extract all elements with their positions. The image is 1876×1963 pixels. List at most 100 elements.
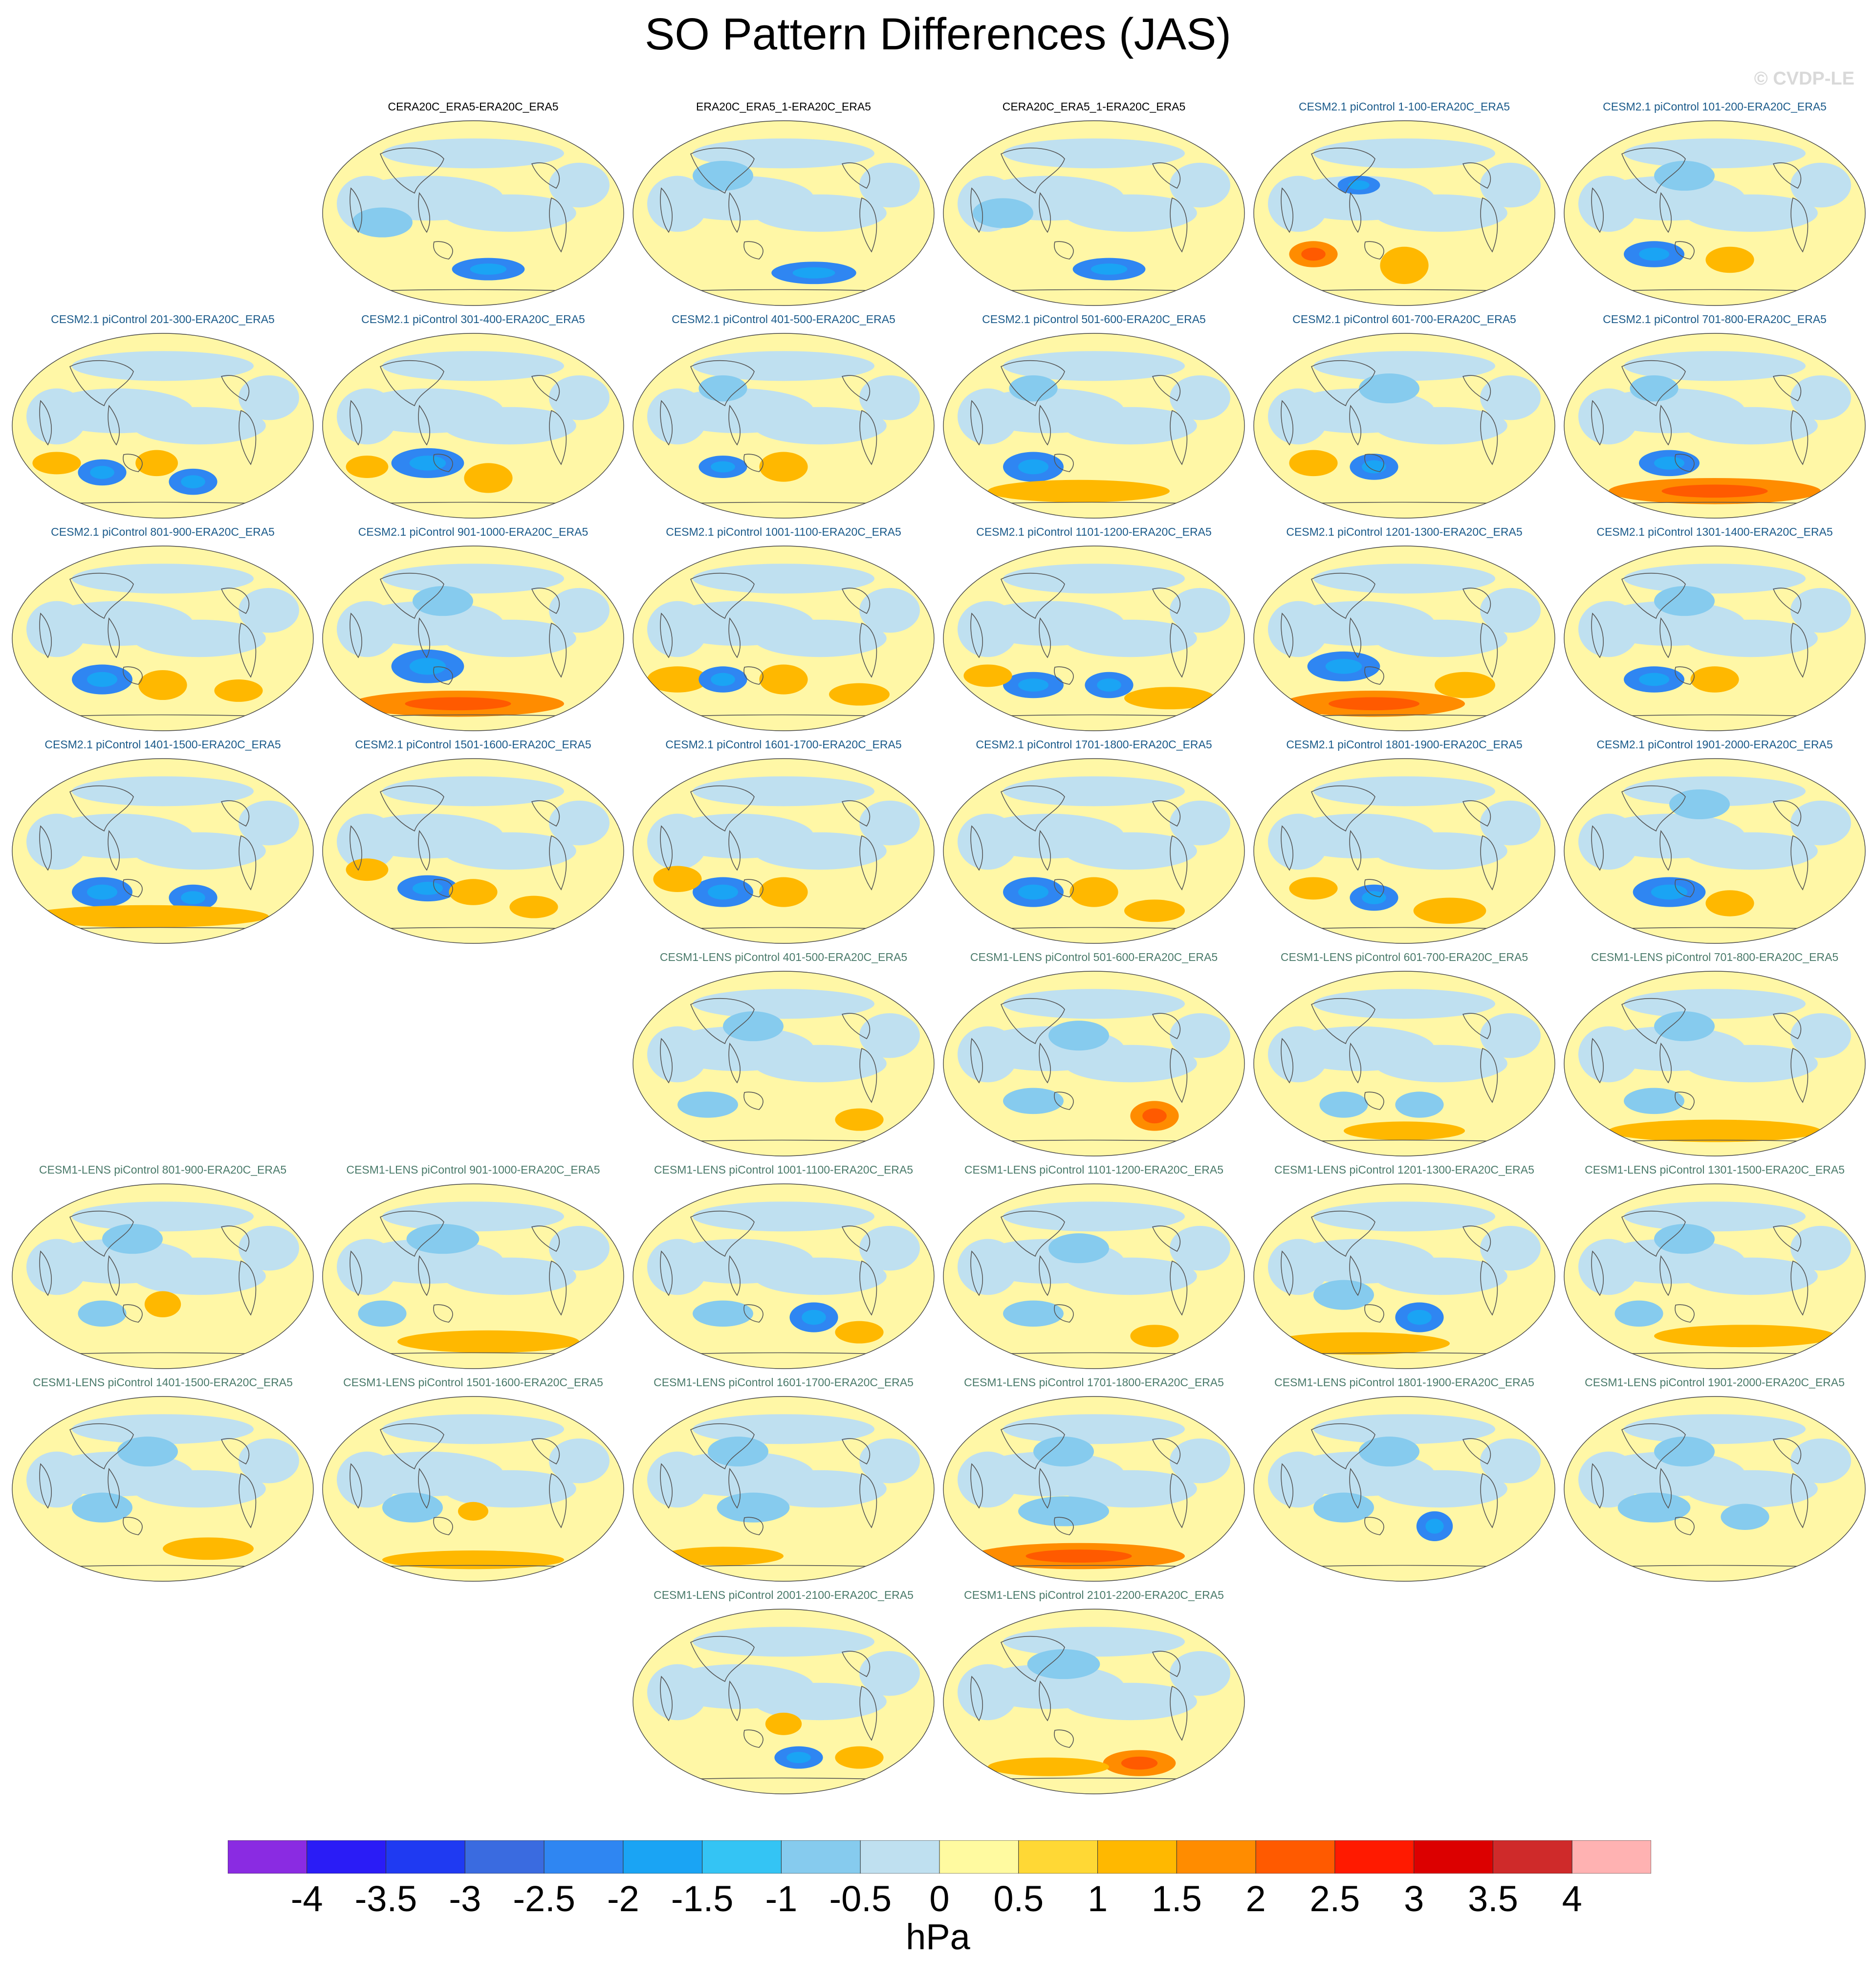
map-panel: CESM1-LENS piControl 501-600-ERA20C_ERA5 — [938, 951, 1249, 1161]
robinson-map — [322, 1396, 624, 1582]
map-panel: CESM2.1 piControl 1701-1800-ERA20C_ERA5 — [938, 738, 1249, 948]
panel-title: CESM2.1 piControl 201-300-ERA20C_ERA5 — [51, 313, 275, 326]
robinson-map — [633, 971, 935, 1156]
panel-title: CESM2.1 piControl 101-200-ERA20C_ERA5 — [1603, 100, 1827, 113]
robinson-map — [1564, 545, 1866, 731]
map-panel: CESM1-LENS piControl 1801-1900-ERA20C_ER… — [1249, 1376, 1560, 1586]
map-panel: CESM2.1 piControl 401-500-ERA20C_ERA5 — [628, 313, 939, 523]
robinson-map — [1564, 1183, 1866, 1369]
map-panel: CESM2.1 piControl 801-900-ERA20C_ERA5 — [7, 525, 318, 736]
colorbar-unit: hPa — [906, 1917, 970, 1957]
robinson-map — [322, 758, 624, 944]
robinson-map — [633, 1609, 935, 1794]
robinson-map — [943, 971, 1245, 1156]
panel-title: CESM1-LENS piControl 501-600-ERA20C_ERA5 — [970, 951, 1218, 963]
robinson-map — [322, 545, 624, 731]
colorbar-swatch — [544, 1840, 624, 1874]
colorbar-swatch — [1334, 1840, 1415, 1874]
panel-title: CESM1-LENS piControl 1001-1100-ERA20C_ER… — [654, 1163, 914, 1176]
colorbar-swatch — [386, 1840, 465, 1874]
map-panel: CESM2.1 piControl 101-200-ERA20C_ERA5 — [1559, 100, 1870, 310]
map-panel: CESM2.1 piControl 201-300-ERA20C_ERA5 — [7, 313, 318, 523]
panel-title: CESM1-LENS piControl 1901-2000-ERA20C_ER… — [1585, 1376, 1845, 1389]
colorbar-tick-label: 1 — [1087, 1878, 1108, 1919]
robinson-map — [322, 1183, 624, 1369]
robinson-map — [12, 545, 314, 731]
colorbar-tick-label: 0 — [929, 1878, 950, 1919]
map-panel: CESM2.1 piControl 1601-1700-ERA20C_ERA5 — [628, 738, 939, 948]
map-panel: CESM1-LENS piControl 1101-1200-ERA20C_ER… — [938, 1163, 1249, 1374]
watermark: © CVDP-LE — [1754, 68, 1854, 89]
colorbar-tick-label: -1 — [765, 1878, 798, 1919]
colorbar-tick-label: -1.5 — [671, 1878, 734, 1919]
panel-title: CERA20C_ERA5_1-ERA20C_ERA5 — [1002, 100, 1186, 113]
panel-title: CESM2.1 piControl 801-900-ERA20C_ERA5 — [51, 525, 275, 538]
panel-title: CESM1-LENS piControl 1601-1700-ERA20C_ER… — [654, 1376, 914, 1389]
map-panel: CESM2.1 piControl 1201-1300-ERA20C_ERA5 — [1249, 525, 1560, 736]
panel-title: CESM1-LENS piControl 1201-1300-ERA20C_ER… — [1274, 1163, 1534, 1176]
robinson-map — [633, 758, 935, 944]
panel-title: CESM1-LENS piControl 1301-1500-ERA20C_ER… — [1585, 1163, 1845, 1176]
robinson-map — [943, 120, 1245, 306]
colorbar-swatch — [228, 1840, 307, 1874]
panel-title: CESM1-LENS piControl 1401-1500-ERA20C_ER… — [33, 1376, 293, 1389]
panel-title: CESM2.1 piControl 1101-1200-ERA20C_ERA5 — [976, 525, 1212, 538]
robinson-map — [943, 758, 1245, 944]
panel-title: CESM2.1 piControl 901-1000-ERA20C_ERA5 — [358, 525, 589, 538]
robinson-map — [633, 1183, 935, 1369]
map-panel: CESM2.1 piControl 1001-1100-ERA20C_ERA5 — [628, 525, 939, 736]
panel-title: CESM2.1 piControl 601-700-ERA20C_ERA5 — [1292, 313, 1516, 326]
panel-title: CERA20C_ERA5-ERA20C_ERA5 — [388, 100, 559, 113]
robinson-map — [943, 545, 1245, 731]
colorbar-swatch — [1176, 1840, 1256, 1874]
colorbar-ticks: -4 -3.5 -3 -2.5 -2 -1.5 -1 -0.5 0 0.5 1 1.5 2 2.5 3 3.5… — [228, 1878, 1651, 1922]
map-panel: CERA20C_ERA5-ERA20C_ERA5 — [318, 100, 629, 310]
colorbar-tick-label: -3 — [449, 1878, 481, 1919]
robinson-map — [322, 120, 624, 306]
panel-title: CESM2.1 piControl 701-800-ERA20C_ERA5 — [1603, 313, 1827, 326]
robinson-map — [633, 1396, 935, 1582]
map-panel: CESM1-LENS piControl 801-900-ERA20C_ERA5 — [7, 1163, 318, 1374]
panel-title: CESM1-LENS piControl 1501-1600-ERA20C_ER… — [343, 1376, 603, 1389]
panel-title: CESM2.1 piControl 1601-1700-ERA20C_ERA5 — [665, 738, 902, 751]
panel-title: CESM2.1 piControl 501-600-ERA20C_ERA5 — [982, 313, 1206, 326]
panel-title: CESM1-LENS piControl 2001-2100-ERA20C_ER… — [654, 1589, 914, 1601]
panel-title: CESM1-LENS piControl 901-1000-ERA20C_ERA… — [346, 1163, 600, 1176]
colorbar-tick-label: 3 — [1404, 1878, 1424, 1919]
map-panel: CESM2.1 piControl 1401-1500-ERA20C_ERA5 — [7, 738, 318, 948]
colorbar-tick-label: -3.5 — [354, 1878, 417, 1919]
map-panel: CESM1-LENS piControl 401-500-ERA20C_ERA5 — [628, 951, 939, 1161]
map-panel: CESM1-LENS piControl 1701-1800-ERA20C_ER… — [938, 1376, 1249, 1586]
colorbar-tick-label: -2.5 — [513, 1878, 575, 1919]
map-panel: CESM1-LENS piControl 1001-1100-ERA20C_ER… — [628, 1163, 939, 1374]
map-panel: CESM2.1 piControl 1501-1600-ERA20C_ERA5 — [318, 738, 629, 948]
colorbar-tick-label: -0.5 — [829, 1878, 892, 1919]
map-panel: CESM2.1 piControl 1801-1900-ERA20C_ERA5 — [1249, 738, 1560, 948]
robinson-map — [1564, 971, 1866, 1156]
map-panel: CESM1-LENS piControl 1201-1300-ERA20C_ER… — [1249, 1163, 1560, 1374]
map-panel: CESM2.1 piControl 501-600-ERA20C_ERA5 — [938, 313, 1249, 523]
colorbar-tick-label: 2.5 — [1309, 1878, 1360, 1919]
robinson-map — [12, 333, 314, 519]
map-panel: CESM2.1 piControl 701-800-ERA20C_ERA5 — [1559, 313, 1870, 523]
colorbar-swatch — [781, 1840, 861, 1874]
map-panel: CESM1-LENS piControl 601-700-ERA20C_ERA5 — [1249, 951, 1560, 1161]
robinson-map — [633, 120, 935, 306]
robinson-map — [12, 1183, 314, 1369]
map-panel: CESM1-LENS piControl 1601-1700-ERA20C_ER… — [628, 1376, 939, 1586]
map-panel: CESM1-LENS piControl 1401-1500-ERA20C_ER… — [7, 1376, 318, 1586]
colorbar-swatch — [1018, 1840, 1098, 1874]
colorbar-swatch — [939, 1840, 1019, 1874]
map-panel: CESM1-LENS piControl 1501-1600-ERA20C_ER… — [318, 1376, 629, 1586]
panel-title: CESM2.1 piControl 1301-1400-ERA20C_ERA5 — [1596, 525, 1833, 538]
panel-title: CESM1-LENS piControl 2101-2200-ERA20C_ER… — [964, 1589, 1224, 1601]
panel-title: CESM2.1 piControl 1401-1500-ERA20C_ERA5 — [44, 738, 281, 751]
colorbar-swatch — [623, 1840, 703, 1874]
colorbar-tick-label: 4 — [1562, 1878, 1582, 1919]
robinson-map — [12, 1396, 314, 1582]
robinson-map — [633, 333, 935, 519]
colorbar-tick-label: -4 — [290, 1878, 323, 1919]
robinson-map — [943, 333, 1245, 519]
panel-title: CESM2.1 piControl 401-500-ERA20C_ERA5 — [672, 313, 895, 326]
map-panel: CESM1-LENS piControl 1901-2000-ERA20C_ER… — [1559, 1376, 1870, 1586]
